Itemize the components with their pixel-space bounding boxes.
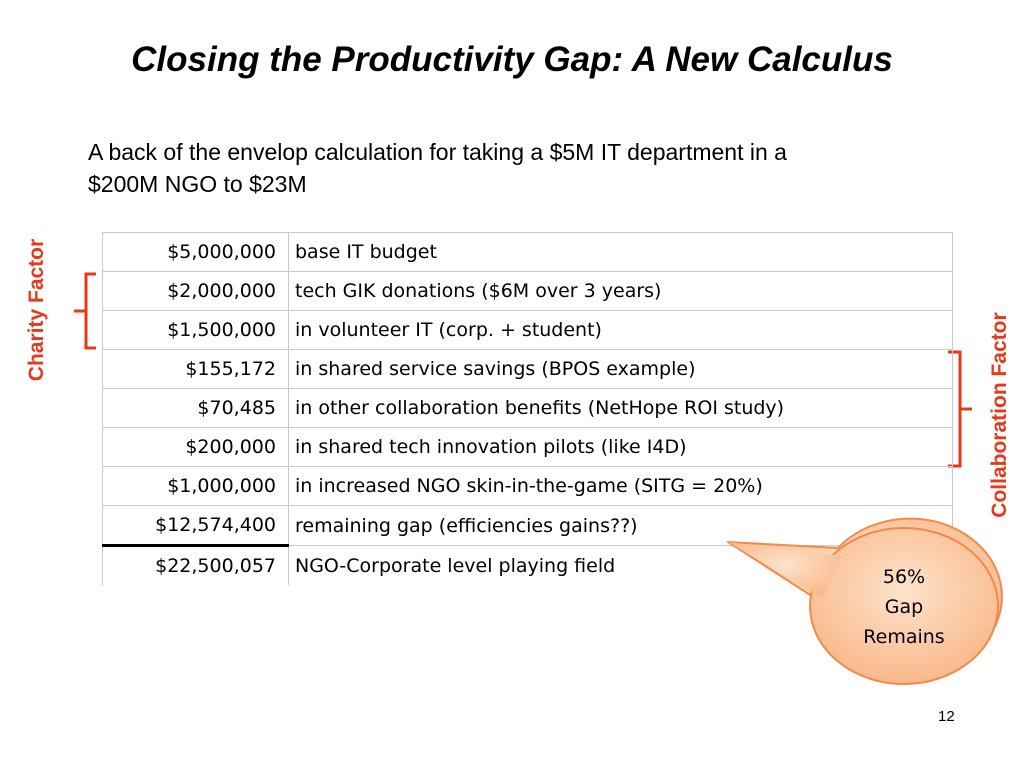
amount-cell: $155,172 [102, 349, 289, 389]
description-cell: base IT budget [288, 232, 953, 272]
table-row: $155,172 in shared service savings (BPOS … [102, 349, 953, 389]
description-cell: remaining gap (efficiencies gains??) [288, 505, 953, 546]
amount-cell: $1,000,000 [102, 466, 289, 506]
description-cell: in volunteer IT (corp. + student) [288, 310, 953, 350]
callout-text: 56% Gap Remains [834, 562, 974, 652]
description-cell: tech GIK donations ($6M over 3 years) [288, 271, 953, 311]
table-row: $2,000,000 tech GIK donations ($6M over 3… [102, 271, 953, 311]
description-cell: in other collaboration benefits (NetHope… [288, 388, 953, 428]
description-cell: in shared service savings (BPOS example) [288, 349, 953, 389]
callout-percent: 56% [882, 566, 926, 588]
page-number: 12 [938, 708, 955, 725]
table-row: $70,485 in other collaboration benefits (… [102, 388, 953, 428]
slide-title: Closing the Productivity Gap: A New Calc… [131, 40, 893, 79]
table-row: $12,574,400 remaining gap (efficiencies g… [102, 505, 953, 546]
amount-cell: $200,000 [102, 427, 289, 467]
description-cell: in shared tech innovation pilots (like I… [288, 427, 953, 467]
budget-table: $5,000,000 base IT budget $2,000,000 tech … [102, 232, 953, 585]
table-row: $200,000 in shared tech innovation pilots… [102, 427, 953, 467]
callout-remains: Remains [863, 626, 945, 648]
amount-cell: $70,485 [102, 388, 289, 428]
slide-subtitle: A back of the envelop calculation for ta… [88, 139, 787, 197]
collaboration-bracket-icon [948, 350, 972, 468]
callout-gap: Gap [884, 596, 924, 618]
charity-bracket-icon [74, 272, 96, 350]
amount-cell: $2,000,000 [102, 271, 289, 311]
amount-cell: $22,500,057 [102, 544, 289, 585]
